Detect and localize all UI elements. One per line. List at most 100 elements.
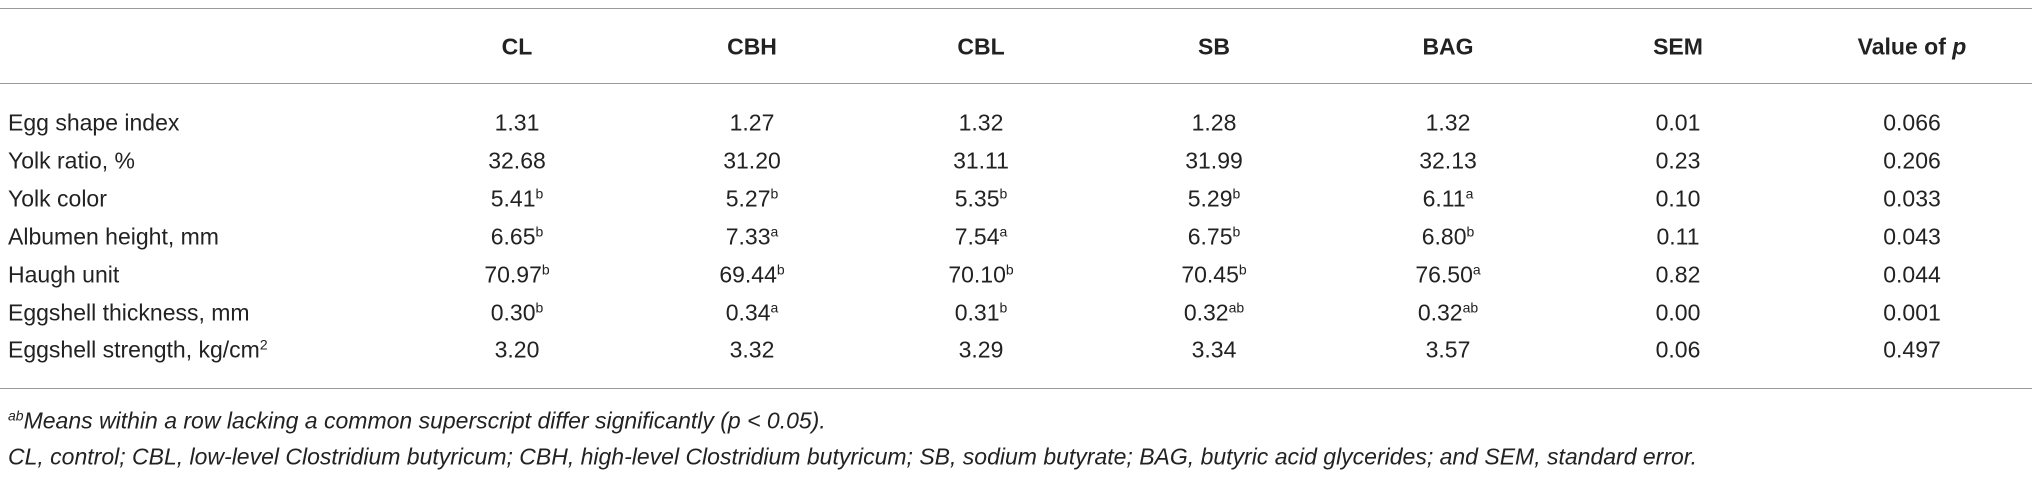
table-cell-text: 1.27 xyxy=(729,109,775,136)
table-cell: 31.11 xyxy=(953,148,1009,175)
table-cell-text: 0.001 xyxy=(1883,299,1941,326)
table-cell-text: 3.20 xyxy=(494,336,540,363)
table-cell: 6.75b xyxy=(1188,224,1241,251)
table-cell-text: 70.10 xyxy=(948,261,1006,288)
table-cell-superscript: b xyxy=(1005,261,1014,278)
table-cell-superscript: b xyxy=(541,261,550,278)
table-cell: 7.33a xyxy=(726,224,779,251)
row-label-text: Eggshell strength, kg/cm xyxy=(8,336,260,363)
row-label: Yolk ratio, % xyxy=(8,148,135,175)
table-cell-text: 0.32 xyxy=(1417,299,1463,326)
table-cell-text: 0.06 xyxy=(1655,336,1701,363)
table-cell-text: 0.30 xyxy=(490,299,536,326)
table-cell-text: 0.066 xyxy=(1883,109,1941,136)
table-cell: 1.32 xyxy=(1426,110,1471,137)
table-cell-text: 0.01 xyxy=(1655,109,1701,136)
footnote: abMeans within a row lacking a common su… xyxy=(8,408,826,435)
table-cell-superscript: ab xyxy=(1462,299,1479,316)
table-cell: 32.68 xyxy=(488,148,546,175)
column-header: Value of p xyxy=(1858,34,1967,61)
table-cell-text: 31.11 xyxy=(953,147,1009,174)
table-cell-text: 7.54 xyxy=(954,223,1000,250)
table-cell: 31.20 xyxy=(723,148,781,175)
table-cell: 70.10b xyxy=(948,262,1013,289)
row-label-text: Yolk color xyxy=(8,185,107,212)
table-cell-text: 0.23 xyxy=(1655,147,1701,174)
table-cell: 0.01 xyxy=(1656,110,1701,137)
table-cell-superscript: a xyxy=(999,223,1008,240)
table-cell: 0.32ab xyxy=(1418,300,1478,327)
table-cell: 0.206 xyxy=(1883,148,1941,175)
table-cell-text: 0.497 xyxy=(1883,336,1941,363)
column-header-text: SB xyxy=(1198,33,1230,60)
table-cell-text: 6.11 xyxy=(1422,185,1466,212)
table-cell: 6.65b xyxy=(491,224,544,251)
row-label: Haugh unit xyxy=(8,262,119,289)
table-cell-superscript: b xyxy=(770,185,779,202)
table-cell: 3.32 xyxy=(730,337,775,364)
row-label: Albumen height, mm xyxy=(8,224,219,251)
table-cell: 0.497 xyxy=(1883,337,1941,364)
table-cell-text: 0.31 xyxy=(954,299,1000,326)
column-header-text: CBH xyxy=(727,33,777,60)
bottom-rule xyxy=(0,388,2032,389)
column-header: BAG xyxy=(1422,34,1473,61)
table-cell: 6.11a xyxy=(1423,186,1474,213)
table-cell-text: 3.34 xyxy=(1191,336,1237,363)
table-cell: 3.20 xyxy=(495,337,540,364)
table-cell-text: 5.29 xyxy=(1187,185,1233,212)
table-cell-text: 69.44 xyxy=(719,261,777,288)
table-cell: 0.043 xyxy=(1883,224,1941,251)
table-cell: 0.00 xyxy=(1656,300,1701,327)
table-cell-text: 0.00 xyxy=(1655,299,1701,326)
table-cell: 1.32 xyxy=(959,110,1004,137)
table-cell-text: 6.65 xyxy=(490,223,536,250)
footnote-text: Means within a row lacking a common supe… xyxy=(23,407,826,434)
table-cell: 6.80b xyxy=(1422,224,1475,251)
top-rule xyxy=(0,8,2032,9)
column-header-text: BAG xyxy=(1422,33,1474,60)
table-cell: 3.29 xyxy=(959,337,1004,364)
table-cell-text: 0.11 xyxy=(1656,223,1700,250)
column-header: CBL xyxy=(957,34,1004,61)
row-label-text: Yolk ratio, % xyxy=(8,147,135,174)
table-cell-superscript: ab xyxy=(1228,299,1245,316)
row-label-text: Egg shape index xyxy=(8,109,180,136)
table-cell: 5.35b xyxy=(955,186,1008,213)
table-cell: 3.57 xyxy=(1426,337,1471,364)
footnote-text: CL, control; CBL, low-level Clostridium … xyxy=(8,443,1697,470)
table-cell-superscript: b xyxy=(535,299,544,316)
table-cell-text: 0.206 xyxy=(1883,147,1941,174)
table-cell: 0.31b xyxy=(955,300,1008,327)
table-cell-superscript: a xyxy=(1472,261,1481,278)
table-cell-text: 1.32 xyxy=(1425,109,1471,136)
table-cell: 0.82 xyxy=(1656,262,1701,289)
table-cell-text: 0.34 xyxy=(725,299,771,326)
table-cell-superscript: b xyxy=(776,261,785,278)
row-label: Eggshell strength, kg/cm2 xyxy=(8,337,268,364)
table-cell-superscript: a xyxy=(770,299,779,316)
table-cell-text: 5.35 xyxy=(954,185,1000,212)
table-cell-text: 0.043 xyxy=(1883,223,1941,250)
footnote-superscript: ab xyxy=(8,407,24,424)
table-cell-text: 1.28 xyxy=(1191,109,1237,136)
table-cell: 70.45b xyxy=(1181,262,1246,289)
table-cell-text: 0.044 xyxy=(1883,261,1941,288)
table-cell: 0.06 xyxy=(1656,337,1701,364)
table-cell-text: 0.10 xyxy=(1655,185,1701,212)
table-cell: 5.29b xyxy=(1188,186,1241,213)
table-cell-text: 3.32 xyxy=(729,336,775,363)
table-cell-superscript: b xyxy=(999,299,1008,316)
table-cell: 76.50a xyxy=(1415,262,1480,289)
column-header: CL xyxy=(502,34,533,61)
table-cell-superscript: a xyxy=(770,223,779,240)
table-cell: 0.11 xyxy=(1656,224,1699,251)
table-cell: 3.34 xyxy=(1192,337,1237,364)
table-cell-text: 32.13 xyxy=(1419,147,1477,174)
table-cell-text: 31.20 xyxy=(723,147,781,174)
table-cell-text: 0.32 xyxy=(1183,299,1229,326)
column-header: CBH xyxy=(727,34,777,61)
table-cell: 0.30b xyxy=(491,300,544,327)
row-label-text: Haugh unit xyxy=(8,261,120,288)
